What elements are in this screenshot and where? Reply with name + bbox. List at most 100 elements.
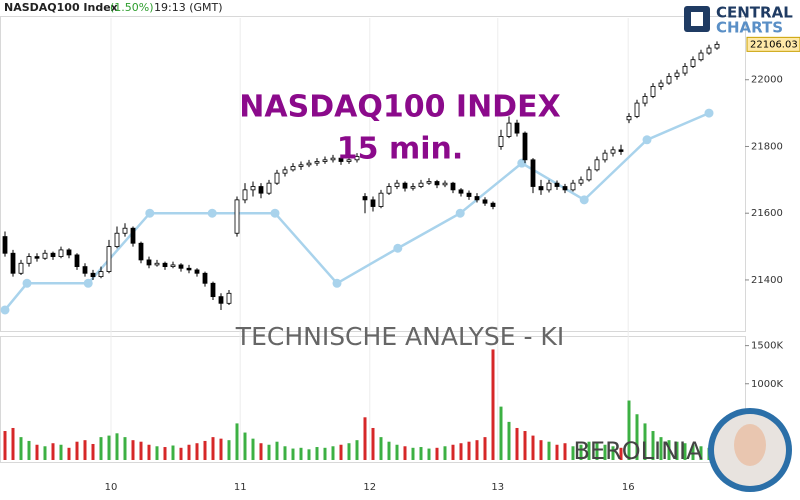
candle-body [114, 232, 120, 247]
candle-body [290, 166, 296, 171]
candle-body [186, 267, 192, 271]
candle-body [378, 192, 384, 207]
candle-body [666, 75, 672, 84]
volume-bar [91, 443, 95, 460]
volume-bar [211, 437, 215, 460]
y-tick-label: 1000K [751, 379, 783, 390]
volume-bar [475, 440, 479, 460]
volume-bar [123, 437, 127, 460]
candle-body [74, 254, 80, 267]
candle-body [490, 202, 496, 207]
volume-bar [227, 440, 231, 460]
volume-bar [675, 441, 679, 460]
volume-bar [547, 441, 551, 460]
line-point [83, 278, 93, 288]
candle-body [98, 271, 104, 278]
candle-body [154, 262, 160, 266]
y-tick-label: 22000 [751, 75, 783, 86]
candle-body [562, 186, 568, 191]
volume-bar [563, 443, 567, 460]
volume-bar [507, 421, 511, 460]
candle-body [42, 252, 48, 259]
candle-body [506, 122, 512, 137]
candle-body [714, 43, 720, 49]
y-tick-label: 1500K [751, 341, 783, 352]
volume-bar [43, 446, 47, 460]
volume-bar [491, 349, 495, 460]
volume-bar [51, 443, 55, 460]
volume-bar [139, 441, 143, 460]
candle-body [282, 169, 288, 174]
portrait [708, 408, 792, 492]
candle-body [162, 262, 168, 267]
volume-bar [179, 447, 183, 460]
candle-body [434, 181, 440, 186]
logo-text: CENTRAL [716, 4, 793, 22]
candle-body [10, 252, 16, 274]
candle-body [242, 189, 248, 201]
line-point [0, 305, 10, 315]
candle-body [474, 196, 480, 201]
volume-bar [459, 443, 463, 460]
candle-body [394, 182, 400, 187]
candle-body [514, 122, 520, 134]
volume-bar [443, 446, 447, 460]
candle-body [634, 102, 640, 117]
volume-bar [267, 444, 271, 460]
candle-body [18, 262, 24, 274]
volume-bar [387, 441, 391, 460]
candle-body [570, 182, 576, 191]
volume-bar [67, 447, 71, 460]
volume-bar [11, 427, 15, 460]
price-panel [0, 16, 746, 332]
volume-bar [27, 440, 31, 460]
volume-bar [187, 444, 191, 460]
line-point [455, 208, 465, 218]
candle-body [210, 282, 216, 298]
candle-body [266, 182, 272, 194]
candle-body [338, 157, 344, 162]
volume-bar [35, 444, 39, 460]
volume-bar [619, 447, 623, 460]
volume-bar [243, 432, 247, 460]
candle-body [418, 182, 424, 187]
volume-bar [627, 400, 631, 460]
volume-bar [483, 437, 487, 460]
candle-body [586, 169, 592, 181]
candle-body [178, 264, 184, 269]
candle-body [194, 269, 200, 274]
volume-bar [83, 440, 87, 460]
volume-bar [611, 446, 615, 460]
volume-bar [523, 431, 527, 460]
volume-bar [75, 441, 79, 460]
volume-bar [555, 444, 559, 460]
volume-bar [539, 440, 543, 460]
candle-body [674, 72, 680, 77]
volume-bar [155, 446, 159, 460]
volume-bar [99, 437, 103, 460]
volume-bar [291, 448, 295, 460]
line-layer [0, 108, 714, 315]
volume-bar [651, 431, 655, 460]
portrait-skin [734, 424, 766, 466]
volume-bar [595, 443, 599, 460]
candle-body [610, 149, 616, 154]
volume-bar [59, 444, 63, 460]
candle-body [522, 132, 528, 161]
line-point [270, 208, 280, 218]
candle-body [466, 192, 472, 197]
volume-bar [131, 440, 135, 460]
candle-body [274, 172, 280, 184]
candle-body [530, 159, 536, 187]
candle-body [2, 236, 8, 254]
volume-bar [203, 440, 207, 460]
volume-bar [251, 438, 255, 460]
volume-bar [355, 440, 359, 460]
line-point [579, 195, 589, 205]
candle-body [250, 186, 256, 191]
candle-body [442, 182, 448, 186]
x-tick-label: 10 [105, 482, 118, 493]
volume-bar [315, 447, 319, 460]
volume-bar [659, 437, 663, 460]
volume-bar [299, 447, 303, 460]
